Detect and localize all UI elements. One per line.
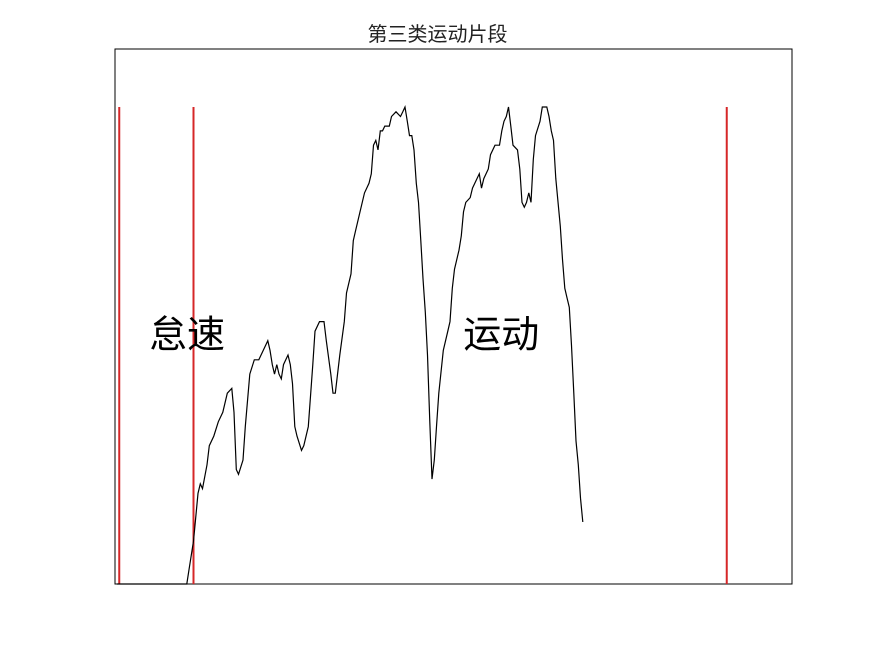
chart-title: 第三类运动片段 [367, 22, 508, 46]
region-label-1: 怠速 [149, 313, 225, 357]
plot-area-frame [114, 48, 793, 585]
region-label-2: 运动 [463, 313, 539, 357]
series-line-1 [117, 104, 584, 585]
